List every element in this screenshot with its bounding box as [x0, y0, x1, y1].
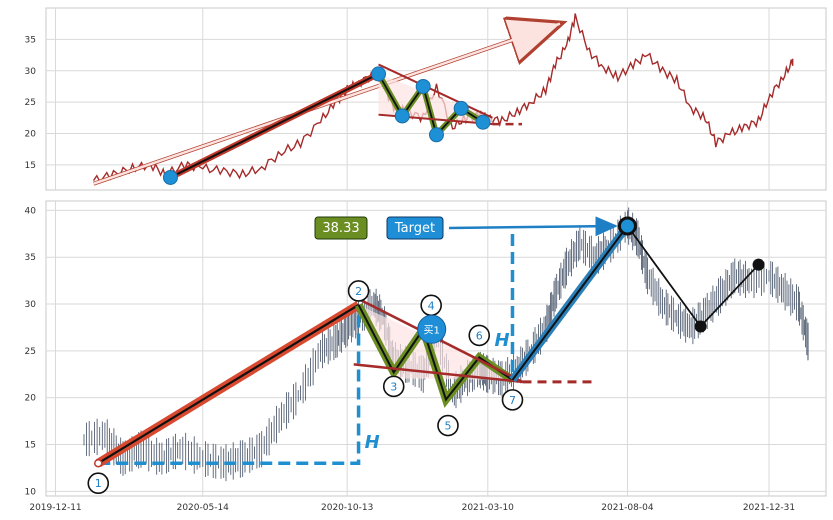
pattern-point-label: 1: [95, 477, 102, 490]
top-pattern-point: [428, 127, 444, 143]
target-arrow: [448, 216, 618, 237]
h-label-2: H: [494, 330, 509, 351]
bottom-breakout-black: [511, 225, 629, 381]
top-y-tick-label: 20: [25, 130, 37, 140]
target-label-box: [386, 216, 444, 240]
target-value-text: 38.33: [322, 221, 359, 236]
bottom-target-point: [617, 216, 637, 236]
top-frame: [45, 7, 827, 191]
bottom-h-guide-1: [98, 304, 361, 465]
top-pattern-point: [162, 169, 178, 185]
top-pattern-point: [394, 108, 410, 124]
target-label-text: Target: [394, 221, 435, 236]
top-price-line: [92, 13, 794, 184]
buy-point-marker: [417, 314, 447, 344]
top-pattern-point: [371, 66, 387, 82]
h-label-1: H: [365, 432, 380, 453]
x-tick-label: 2021-08-04: [601, 503, 654, 513]
bottom-followup-point: [752, 258, 765, 271]
bottom-y-tick-label: 10: [25, 487, 37, 497]
x-tick-label: 2021-03-10: [462, 503, 515, 513]
top-trend-upper: [378, 63, 493, 119]
x-tick-label: 2020-10-13: [321, 503, 373, 513]
bottom-y-tick-label: 25: [25, 347, 36, 357]
x-tick-label: 2019-12-11: [29, 503, 81, 513]
pattern-point-marker: [382, 375, 405, 398]
pattern-point-label: 3: [390, 380, 397, 393]
pattern-point-marker: [501, 389, 524, 411]
pattern-point-marker: [347, 280, 370, 302]
bottom-zigzag-black: [357, 304, 514, 402]
bottom-y-tick-label: 15: [25, 440, 36, 450]
pattern-point-label: 2: [355, 285, 362, 298]
target-value-box: [314, 216, 368, 240]
bottom-followup-point: [694, 320, 707, 333]
pattern-point-marker: [468, 324, 491, 347]
x-tick-label: 2021-12-31: [743, 503, 795, 513]
top-y-tick-label: 35: [25, 35, 36, 45]
bottom-trend-lower: [353, 363, 523, 384]
pattern-point-marker: [437, 414, 459, 437]
top-y-tick-label: 15: [25, 161, 36, 171]
bottom-y-tick-label: 20: [25, 394, 37, 404]
top-y-tick-label: 30: [25, 67, 37, 77]
pattern-point-label: 5: [444, 420, 451, 433]
pattern-point-label: 6: [476, 329, 483, 342]
bottom-y-tick-label: 40: [25, 206, 37, 216]
top-pattern-point: [453, 100, 469, 116]
buy-point-label: 买1: [424, 324, 440, 336]
bottom-y-tick-label: 30: [25, 300, 37, 310]
bottom-frame: [45, 200, 827, 497]
top-pattern-point: [475, 114, 491, 130]
bottom-start-point: [94, 458, 103, 468]
top-y-tick-label: 25: [25, 98, 36, 108]
x-tick-label: 2020-05-14: [177, 503, 230, 513]
top-trend-arrow: [93, 22, 561, 185]
pattern-point-label: 7: [509, 394, 516, 407]
pattern-point-marker: [87, 472, 110, 495]
pattern-point-label: 4: [428, 299, 435, 312]
bottom-upswing-black: [97, 304, 360, 465]
bottom-y-tick-label: 35: [25, 253, 36, 263]
top-pattern-point: [415, 78, 431, 94]
top-upswing-black: [170, 73, 379, 179]
